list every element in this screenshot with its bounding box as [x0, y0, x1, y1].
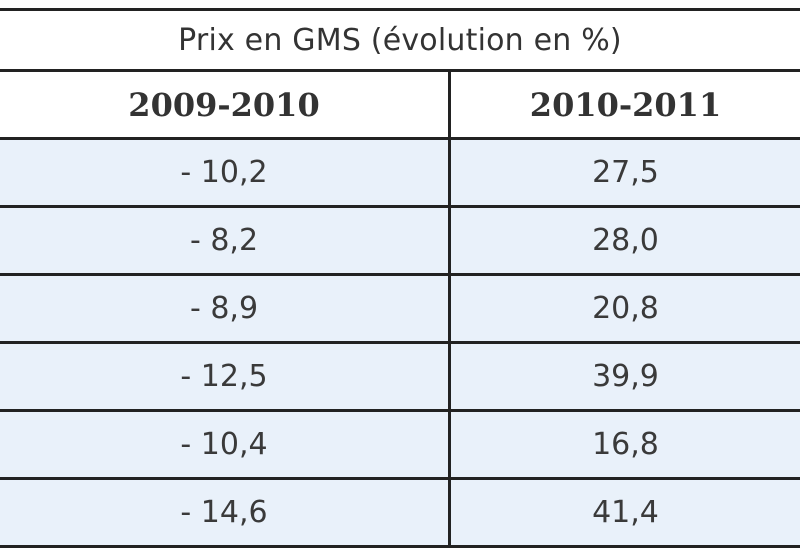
cell-value: - 10,2: [180, 155, 268, 190]
table-row: - 12,5 39,9: [0, 344, 800, 412]
cell-value: 41,4: [592, 495, 659, 530]
cell-value: 28,0: [592, 223, 659, 258]
cell-value: 27,5: [592, 155, 659, 190]
header-label: 2010-2011: [529, 85, 722, 124]
table-cell: 27,5: [448, 140, 800, 205]
cell-value: 20,8: [592, 291, 659, 326]
table-cell: 20,8: [448, 276, 800, 341]
table-cell: 39,9: [448, 344, 800, 409]
cell-value: - 10,4: [180, 427, 268, 462]
table-cell: - 10,2: [0, 140, 448, 205]
cell-value: - 12,5: [180, 359, 268, 394]
cell-value: 16,8: [592, 427, 659, 462]
table-cell: - 12,5: [0, 344, 448, 409]
table-row: - 8,2 28,0: [0, 208, 800, 276]
table-cell: - 10,4: [0, 412, 448, 477]
table-cell: 16,8: [448, 412, 800, 477]
cell-value: - 8,2: [189, 223, 259, 258]
table-cell: 41,4: [448, 480, 800, 545]
table-cell: - 8,9: [0, 276, 448, 341]
table-cell: - 8,2: [0, 208, 448, 273]
table-cell: - 14,6: [0, 480, 448, 545]
header-cell-2009-2010: 2009-2010: [0, 72, 448, 137]
cell-value: - 8,9: [189, 291, 259, 326]
table-row: - 10,2 27,5: [0, 140, 800, 208]
table-cell: 28,0: [448, 208, 800, 273]
table-title-row: Prix en GMS (évolution en %): [0, 8, 800, 72]
table-row: - 10,4 16,8: [0, 412, 800, 480]
header-label: 2009-2010: [128, 85, 320, 124]
cell-value: 39,9: [592, 359, 659, 394]
table-row: - 14,6 41,4: [0, 480, 800, 548]
header-cell-2010-2011: 2010-2011: [448, 72, 800, 137]
table-header-row: 2009-2010 2010-2011: [0, 72, 800, 140]
cell-value: - 14,6: [180, 495, 268, 530]
table-row: - 8,9 20,8: [0, 276, 800, 344]
table-title: Prix en GMS (évolution en %): [178, 22, 622, 58]
